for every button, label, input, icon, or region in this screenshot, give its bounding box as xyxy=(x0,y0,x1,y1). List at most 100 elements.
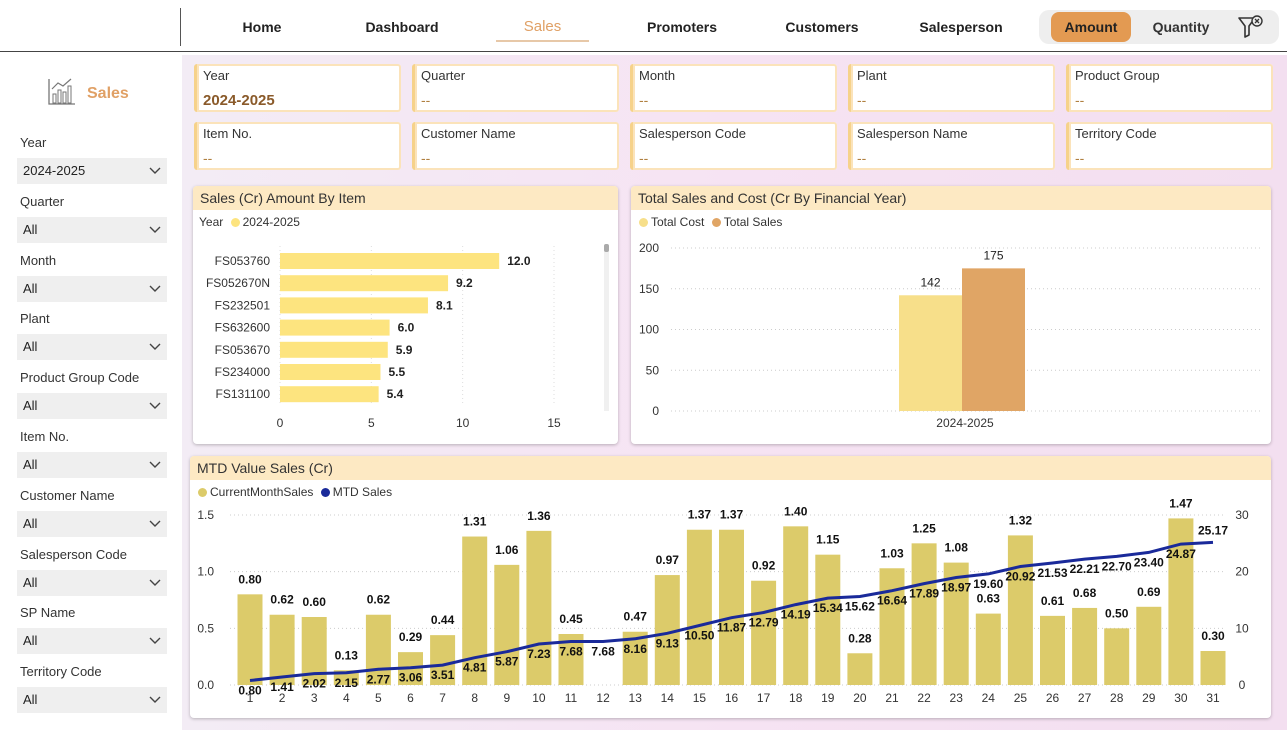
chevron-down-icon xyxy=(149,637,161,645)
sales-cost-panel: Total Sales and Cost (Cr By Financial Ye… xyxy=(631,186,1271,444)
legend-swatch-sales xyxy=(711,218,721,227)
slicer-dropdown-plant[interactable]: All xyxy=(17,334,167,361)
filter-card-value: -- xyxy=(1075,92,1085,108)
slicer-label-salesperson-code: Salesperson Code xyxy=(20,546,127,562)
bar-data-label: 0.13 xyxy=(335,648,359,662)
line-data-label: 3.51 xyxy=(431,668,455,682)
line-data-label: 12.79 xyxy=(749,616,779,630)
y-category-label: FS632600 xyxy=(215,321,271,335)
top-nav-bar: Home Dashboard Sales Promoters Customers… xyxy=(0,0,1287,52)
data-label: 5.4 xyxy=(387,387,404,401)
slicer-value: All xyxy=(23,515,38,531)
sales-by-item-legend: Year 2024-2025 xyxy=(199,215,300,229)
bar-current-month xyxy=(237,594,263,685)
quantity-button[interactable]: Quantity xyxy=(1152,19,1210,35)
bar-chart-icon xyxy=(47,77,77,107)
chevron-down-icon xyxy=(149,402,161,410)
y-category-label: FS052670N xyxy=(206,276,270,290)
x-tick-label: 6 xyxy=(407,691,414,705)
chevron-down-icon xyxy=(149,285,161,292)
slicer-dropdown-territory-code[interactable]: All xyxy=(17,687,167,714)
x-tick-label: 20 xyxy=(853,691,867,705)
bar-current-month xyxy=(1040,615,1065,685)
scrollbar-track xyxy=(604,246,609,411)
y-category-label: FS131100 xyxy=(216,387,271,401)
x-tick-label: 13 xyxy=(629,691,643,705)
active-tab-underline xyxy=(496,40,589,42)
slicer-value: All xyxy=(23,692,38,708)
line-data-label: 15.34 xyxy=(813,601,843,615)
legend-swatch-year xyxy=(230,218,240,227)
data-label: 8.1 xyxy=(436,298,453,312)
tab-home[interactable]: Home xyxy=(242,19,282,35)
filter-card-title: Month xyxy=(639,68,676,83)
slicer-dropdown-salesperson-code[interactable]: All xyxy=(17,569,167,596)
filter-card-title: Item No. xyxy=(203,126,253,141)
y-category-label: FS053670 xyxy=(215,343,271,357)
y-right-tick-label: 20 xyxy=(1235,565,1249,579)
slicer-dropdown-customer-name[interactable]: All xyxy=(17,510,167,537)
slicer-dropdown-product-group-code[interactable]: All xyxy=(17,393,167,420)
mtd-line xyxy=(249,540,1214,682)
line-data-label: 24.87 xyxy=(1166,547,1196,561)
bar-data-label: 0.63 xyxy=(977,592,1001,606)
amount-button[interactable]: Amount xyxy=(1051,12,1131,42)
line-data-label: 5.87 xyxy=(495,655,519,669)
tab-sales-label: Sales xyxy=(523,18,562,35)
x-tick-label: 10 xyxy=(532,691,546,705)
y-right-tick-label: 10 xyxy=(1235,621,1249,635)
tab-salesperson[interactable]: Salesperson xyxy=(919,19,1003,35)
x-tick-label: 21 xyxy=(885,691,899,705)
bar-current-month xyxy=(365,614,391,685)
bar-data-label: 1.25 xyxy=(912,521,936,535)
slicer-value: All xyxy=(23,280,38,296)
line-data-label: 9.13 xyxy=(656,636,680,650)
chevron-down-icon xyxy=(149,343,161,351)
x-tick-label: 26 xyxy=(1046,691,1060,705)
slicer-value: All xyxy=(23,457,38,472)
clear-filter-icon[interactable] xyxy=(1237,14,1265,40)
tab-sales[interactable]: Sales xyxy=(496,14,589,42)
legend-swatch-current xyxy=(198,488,207,497)
slicer-dropdown-quarter[interactable]: All xyxy=(17,216,167,243)
bar-total-sales xyxy=(962,268,1025,411)
bar xyxy=(280,364,381,380)
line-data-label: 2.02 xyxy=(303,677,327,691)
scrollbar-thumb xyxy=(604,244,609,252)
tab-promoters[interactable]: Promoters xyxy=(646,19,718,35)
tab-customers[interactable]: Customers xyxy=(785,19,859,35)
chevron-down-icon xyxy=(149,167,161,174)
bar-data-label: 0.62 xyxy=(367,593,391,607)
y-right-tick-label: 30 xyxy=(1235,508,1249,522)
x-tick-label: 22 xyxy=(917,691,931,705)
line-data-label: 21.53 xyxy=(1037,566,1067,580)
y-left-tick-label: 1.5 xyxy=(197,508,214,522)
y-tick-label: 50 xyxy=(646,363,660,377)
tab-dashboard[interactable]: Dashboard xyxy=(365,19,439,35)
slicer-label-customer-name: Customer Name xyxy=(20,487,115,503)
slicer-dropdown-month[interactable]: All xyxy=(17,275,167,302)
y-category-label: FS053760 xyxy=(215,254,271,268)
slicer-dropdown-year[interactable]: 2024-2025 xyxy=(17,158,167,184)
bar-data-label: 0.92 xyxy=(752,559,776,573)
slicer-value: All xyxy=(23,633,38,649)
x-tick-label: 18 xyxy=(789,691,803,705)
bar-data-label: 0.68 xyxy=(1073,586,1097,600)
filter-card-value: -- xyxy=(639,92,649,108)
bar xyxy=(280,341,388,358)
bar-data-label: 0.44 xyxy=(431,613,455,627)
filter-card-title: Product Group xyxy=(1075,68,1160,83)
slicer-value: All xyxy=(23,221,38,237)
filter-card-value: -- xyxy=(421,150,431,166)
mtd-title: MTD Value Sales (Cr) xyxy=(190,456,1271,480)
filter-card-quarter: Quarter -- xyxy=(412,64,619,112)
slicer-dropdown-sp-name[interactable]: All xyxy=(17,628,167,655)
slicer-dropdown-item-no[interactable]: All xyxy=(17,452,167,478)
x-tick-label: 19 xyxy=(821,691,835,705)
mtd-panel: MTD Value Sales (Cr) CurrentMonthSales M… xyxy=(190,456,1271,718)
line-data-label: 14.19 xyxy=(781,608,811,622)
bar-data-label: 0.45 xyxy=(559,612,583,626)
filter-card-title: Year xyxy=(203,68,230,83)
x-tick-label: 9 xyxy=(503,691,510,705)
